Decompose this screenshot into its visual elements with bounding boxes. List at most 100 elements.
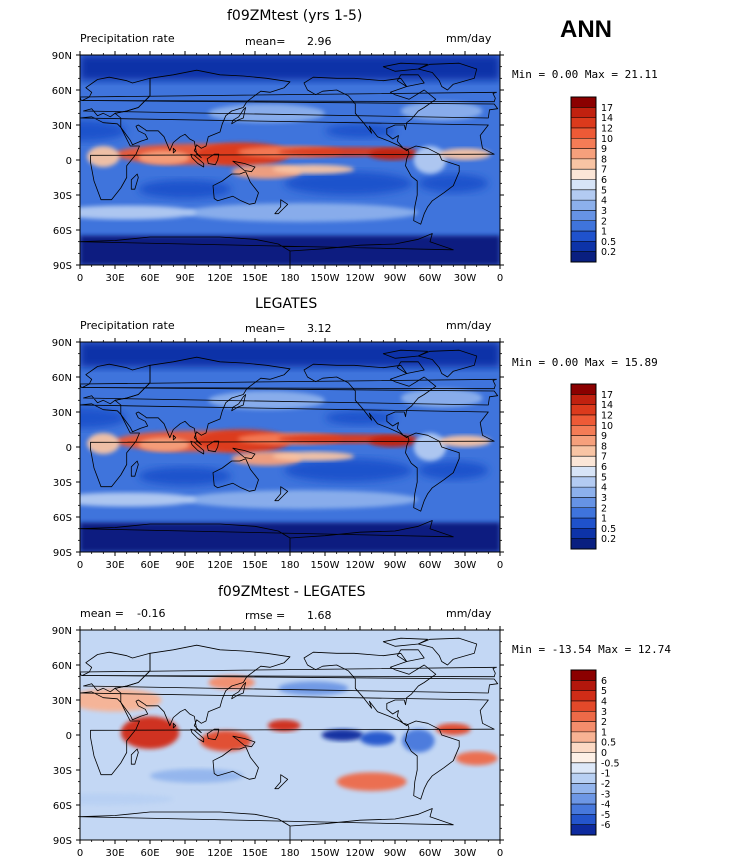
- coastline-namerica: [303, 651, 437, 727]
- coastline-asia: [114, 69, 291, 159]
- colorbar-label: -6: [601, 820, 610, 831]
- coastline-europe: [81, 363, 499, 406]
- coastline-borneo: [206, 153, 220, 166]
- lat-tick-label: 90S: [53, 548, 72, 559]
- coastline-japan: [231, 107, 247, 125]
- map-2-field-blob: [272, 451, 355, 462]
- colorbar-swatch: [571, 425, 596, 436]
- panel-1-minmax: Min = 0.00 Max = 21.11: [512, 68, 658, 81]
- lat-tick-label: 60S: [53, 513, 72, 524]
- coastline-greenland: [417, 349, 478, 378]
- colorbar-swatch: [571, 456, 596, 467]
- colorbar-label: 9: [601, 144, 607, 155]
- coastline-australia: [212, 746, 259, 780]
- lat-tick-label: 90N: [52, 338, 72, 349]
- colorbar-label: 5: [601, 686, 607, 697]
- colorbar-label: 17: [601, 390, 613, 401]
- colorbar-swatch: [571, 117, 596, 129]
- lon-tick-label: 90W: [384, 560, 407, 571]
- colorbar-label: 4: [601, 483, 607, 494]
- map-3-field-blob: [208, 675, 256, 690]
- coastline-baffin: [396, 361, 425, 374]
- map-3-field-blob: [402, 729, 435, 753]
- lon-tick-label: 30E: [105, 273, 124, 284]
- colorbar-swatch: [571, 189, 596, 201]
- coastline-nz: [274, 486, 289, 502]
- coastline-madagascar: [130, 173, 139, 190]
- season-label: ANN: [560, 16, 612, 43]
- coastline-ellesmere: [382, 62, 429, 72]
- lon-tick-label: 120E: [207, 273, 232, 284]
- colorbar-swatch: [571, 752, 596, 764]
- colorbar-label: 0.2: [601, 534, 616, 545]
- map-1-dry-zone: [80, 120, 127, 142]
- panel-2-mean-value: 3.12: [307, 322, 332, 335]
- lon-tick-label: 30W: [454, 273, 477, 284]
- colorbar-label: 0.5: [601, 738, 616, 749]
- map-1-field-blob: [185, 203, 419, 222]
- coastline-uk: [80, 91, 497, 103]
- coastline-sumatra: [190, 440, 205, 455]
- colorbar-swatch: [571, 158, 596, 170]
- colorbar-label: 3: [601, 707, 607, 718]
- coastline-greenland: [417, 62, 478, 91]
- lat-tick-label: 60N: [52, 373, 72, 384]
- coastline-namerica: [303, 76, 437, 152]
- colorbar-swatch: [571, 783, 596, 795]
- map-1-field-blob: [208, 104, 325, 123]
- lon-tick-label: 150W: [311, 848, 340, 859]
- coastline-samerica: [405, 720, 460, 800]
- map-panel-2: 90N 60N 30N 0 30S 60S 90S 0 30E 60E 90E 120E 150E 180…: [52, 338, 504, 571]
- panel-2-units: mm/day: [446, 319, 492, 332]
- colorbar-label: 1: [601, 514, 607, 525]
- lon-tick-label: 90E: [175, 848, 194, 859]
- lon-tick-label: 0: [77, 848, 83, 859]
- colorbar-label: 6: [601, 175, 607, 186]
- coastline-ellesmere: [382, 349, 429, 359]
- lon-tick-label: 60W: [419, 560, 442, 571]
- panel-3-mean-value: -0.16: [137, 607, 166, 620]
- coastline-namerica: [303, 363, 437, 439]
- panel-1-mean-value: 2.96: [307, 35, 332, 48]
- lon-tick-label: 180: [280, 560, 299, 571]
- coastline-japan: [231, 682, 247, 700]
- map-2-dry-zone: [325, 410, 395, 425]
- map-1-dry-zone: [284, 171, 413, 195]
- colorbar-label: 12: [601, 410, 613, 421]
- map-1-dry-zone: [138, 179, 232, 199]
- colorbar-label: -3: [601, 789, 610, 800]
- colorbar-label: 3: [601, 493, 607, 504]
- panel-3-minmax: Min = -13.54 Max = 12.74: [512, 643, 671, 656]
- colorbar-swatch: [571, 251, 596, 263]
- map-2-field-blob: [80, 492, 197, 507]
- coastline-japan: [231, 394, 247, 412]
- map-1-field-blob: [272, 164, 355, 174]
- colorbar-swatch: [571, 700, 596, 712]
- colorbar-label: 2: [601, 717, 607, 728]
- colorbar-swatch: [571, 127, 596, 139]
- coastline-india_sri: [172, 722, 177, 729]
- lon-tick-label: 60E: [140, 848, 159, 859]
- map-3-field-blob: [455, 751, 498, 766]
- panel-1-title: f09ZMtest (yrs 1-5): [227, 8, 363, 24]
- lon-tick-label: 0: [497, 560, 503, 571]
- colorbar-swatch: [571, 220, 596, 232]
- coastline-madagascar: [130, 460, 139, 477]
- colorbar-swatch: [571, 476, 596, 488]
- lon-tick-label: 120E: [207, 848, 232, 859]
- colorbar-label: 6: [601, 462, 607, 473]
- lon-tick-label: 0: [497, 848, 503, 859]
- colorbar-label: 1: [601, 227, 607, 238]
- coastline-africa: [80, 691, 495, 776]
- colorbar-label: 14: [601, 400, 613, 411]
- lon-tick-label: 120W: [346, 560, 375, 571]
- map-3-field-blob: [321, 729, 364, 741]
- colorbar-label: 4: [601, 196, 607, 207]
- coastline-greenland: [417, 637, 478, 666]
- colorbar-label: 8: [601, 154, 607, 165]
- colorbar-swatch: [571, 97, 596, 108]
- colorbar-swatch: [571, 690, 596, 702]
